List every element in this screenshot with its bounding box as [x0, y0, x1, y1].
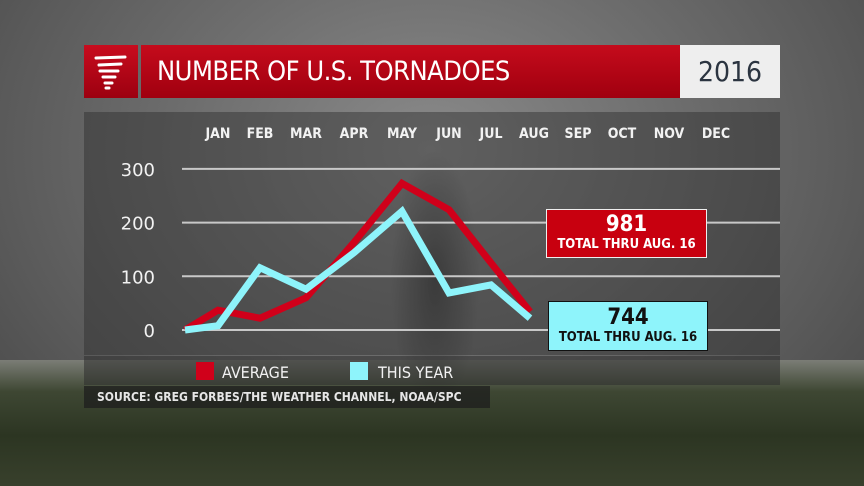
this-year-total-callout: 744 TOTAL THRU AUG. 16 [548, 301, 708, 351]
tornado-icon [94, 55, 127, 89]
legend-label: THIS YEAR [377, 363, 453, 382]
x-tick-label: DEC [702, 126, 730, 142]
x-tick-label: JAN [205, 126, 231, 142]
legend-label: AVERAGE [222, 363, 289, 382]
y-tick-label: 300 [121, 160, 155, 181]
x-tick-label: JUL [479, 126, 503, 142]
year-label: 2016 [680, 45, 780, 98]
logo [84, 45, 138, 98]
this-year-total-value: 744 [607, 305, 649, 330]
x-tick-label: AUG [519, 126, 549, 142]
legend-swatch [350, 362, 368, 380]
source-note: SOURCE: GREG FORBES/THE WEATHER CHANNEL,… [84, 386, 490, 408]
this-year-total-label: TOTAL THRU AUG. 16 [558, 330, 698, 345]
x-tick-label: MAY [387, 126, 418, 142]
average-total-value: 981 [605, 212, 648, 237]
legend-swatch [196, 362, 214, 380]
chart-title: NUMBER OF U.S. TORNADOES [141, 45, 680, 98]
x-tick-label: OCT [608, 126, 637, 142]
y-tick-label: 200 [121, 214, 155, 235]
y-tick-label: 100 [121, 267, 155, 288]
x-tick-label: SEP [565, 126, 592, 142]
average-total-callout: 981 TOTAL THRU AUG. 16 [546, 209, 707, 258]
x-tick-label: JUN [435, 126, 461, 142]
x-tick-label: APR [340, 126, 369, 142]
series-line-average [183, 178, 533, 333]
x-tick-label: NOV [654, 126, 685, 142]
x-tick-label: MAR [290, 126, 322, 142]
x-tick-label: FEB [247, 126, 274, 142]
average-total-label: TOTAL THRU AUG. 16 [557, 237, 696, 252]
y-tick-label: 0 [144, 321, 155, 342]
